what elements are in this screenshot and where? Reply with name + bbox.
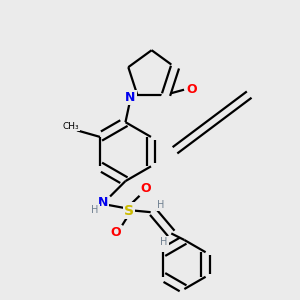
Text: O: O — [141, 182, 152, 195]
Text: S: S — [124, 203, 134, 218]
Text: O: O — [110, 226, 121, 239]
Text: N: N — [98, 196, 108, 208]
Text: H: H — [91, 205, 99, 214]
Text: O: O — [186, 82, 196, 95]
Text: CH₃: CH₃ — [63, 122, 80, 130]
Text: H: H — [157, 200, 164, 210]
Text: N: N — [125, 91, 136, 104]
Text: H: H — [160, 237, 168, 247]
